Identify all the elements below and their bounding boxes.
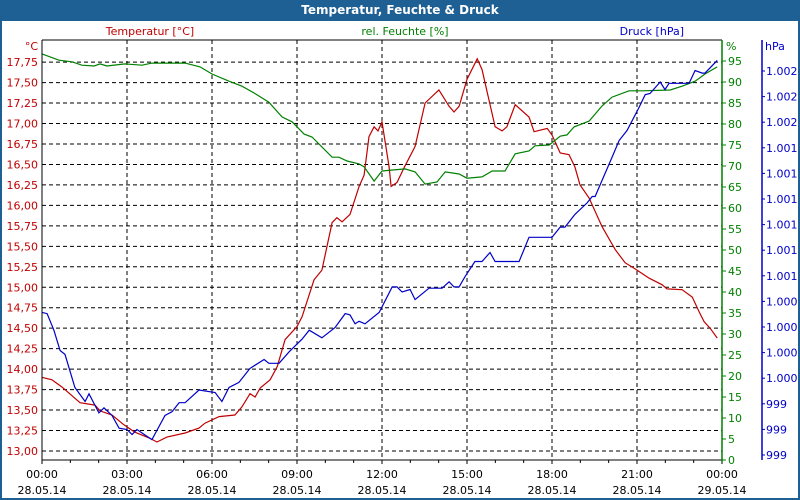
temperature-line <box>41 57 718 443</box>
x-tick-time: 18:00 <box>536 468 568 481</box>
humidity-tick-label: 55 <box>728 223 742 236</box>
temperature-tick-label: 13,50 <box>7 404 39 417</box>
temperature-tick-label: 16,75 <box>7 138 39 151</box>
temperature-tick-label: 16,50 <box>7 158 39 171</box>
temperature-tick-label: 14,25 <box>7 343 39 356</box>
humidity-tick-label: 80 <box>728 118 742 131</box>
x-tick-date: 28.05.14 <box>528 484 577 497</box>
humidity-tick-label: 65 <box>728 181 742 194</box>
x-tick-date: 28.05.14 <box>358 484 407 497</box>
pressure-tick-label: 1.000 <box>766 321 798 334</box>
temperature-tick-label: 13,75 <box>7 384 39 397</box>
humidity-tick-label: 5 <box>728 433 735 446</box>
humidity-tick-label: 30 <box>728 328 742 341</box>
pressure-tick-label: 1.001 <box>766 219 798 232</box>
temperature-tick-label: 14,75 <box>7 302 39 315</box>
x-tick-time: 15:00 <box>451 468 483 481</box>
temperature-tick-label: 15,25 <box>7 261 39 274</box>
humidity-tick-label: 85 <box>728 97 742 110</box>
x-tick-date: 28.05.14 <box>188 484 237 497</box>
x-tick-time: 00:00 <box>706 468 738 481</box>
temperature-unit: °C <box>25 40 39 53</box>
x-tick-time: 00:00 <box>26 468 58 481</box>
x-tick-time: 03:00 <box>111 468 143 481</box>
temperature-tick-label: 17,50 <box>7 77 39 90</box>
pressure-tick-label: 1.001 <box>766 270 798 283</box>
pressure-tick-label: 999 <box>766 449 787 462</box>
x-tick-date: 28.05.14 <box>443 484 492 497</box>
humidity-tick-label: 0 <box>728 454 735 467</box>
humidity-tick-label: 95 <box>728 55 742 68</box>
pressure-tick-label: 1.002 <box>766 65 798 78</box>
humidity-tick-label: 90 <box>728 76 742 89</box>
pressure-tick-label: 1.001 <box>766 167 798 180</box>
x-tick-date: 29.05.14 <box>698 484 747 497</box>
pressure-tick-label: 1.001 <box>766 142 798 155</box>
temperature-tick-label: 17,25 <box>7 97 39 110</box>
temperature-axis-label: Temperatur [°C] <box>105 25 194 38</box>
humidity-tick-label: 45 <box>728 265 742 278</box>
humidity-tick-label: 10 <box>728 412 742 425</box>
x-tick-date: 28.05.14 <box>103 484 152 497</box>
humidity-tick-label: 15 <box>728 391 742 404</box>
humidity-tick-label: 50 <box>728 244 742 257</box>
pressure-tick-label: 1.001 <box>766 244 798 257</box>
temperature-tick-label: 13,25 <box>7 425 39 438</box>
pressure-line <box>41 59 718 441</box>
pressure-tick-label: 1.002 <box>766 116 798 129</box>
pressure-tick-label: 1.001 <box>766 193 798 206</box>
pressure-tick-label: 1.000 <box>766 295 798 308</box>
temperature-tick-label: 13,00 <box>7 445 39 458</box>
temperature-tick-label: 17,00 <box>7 118 39 131</box>
pressure-tick-label: 999 <box>766 423 787 436</box>
temperature-tick-label: 16,00 <box>7 199 39 212</box>
temperature-tick-label: 14,00 <box>7 363 39 376</box>
window-title: Temperatur, Feuchte & Druck <box>2 0 798 21</box>
humidity-tick-label: 20 <box>728 370 742 383</box>
humidity-tick-label: 25 <box>728 349 742 362</box>
humidity-tick-label: 60 <box>728 202 742 215</box>
x-tick-date: 28.05.14 <box>273 484 322 497</box>
pressure-axis-label: Druck [hPa] <box>620 25 684 38</box>
x-tick-date: 28.05.14 <box>613 484 662 497</box>
humidity-tick-label: 35 <box>728 307 742 320</box>
humidity-unit: % <box>726 40 736 53</box>
humidity-tick-label: 70 <box>728 160 742 173</box>
temperature-tick-label: 17,75 <box>7 56 39 69</box>
pressure-tick-label: 1.000 <box>766 372 798 385</box>
humidity-tick-label: 75 <box>728 139 742 152</box>
pressure-tick-label: 1.000 <box>766 347 798 360</box>
x-tick-date: 28.05.14 <box>18 484 67 497</box>
x-tick-time: 21:00 <box>621 468 653 481</box>
temperature-tick-label: 16,25 <box>7 179 39 192</box>
x-tick-time: 12:00 <box>366 468 398 481</box>
temperature-tick-label: 15,00 <box>7 281 39 294</box>
x-tick-time: 06:00 <box>196 468 228 481</box>
pressure-tick-label: 999 <box>766 398 787 411</box>
temperature-tick-label: 15,75 <box>7 220 39 233</box>
pressure-tick-label: 1.002 <box>766 91 798 104</box>
pressure-unit: hPa <box>765 40 785 53</box>
humidity-line <box>41 53 718 185</box>
x-tick-time: 09:00 <box>281 468 313 481</box>
humidity-tick-label: 40 <box>728 286 742 299</box>
temperature-tick-label: 14,50 <box>7 322 39 335</box>
humidity-axis-label: rel. Feuchte [%] <box>361 25 448 38</box>
temperature-tick-label: 15,50 <box>7 240 39 253</box>
